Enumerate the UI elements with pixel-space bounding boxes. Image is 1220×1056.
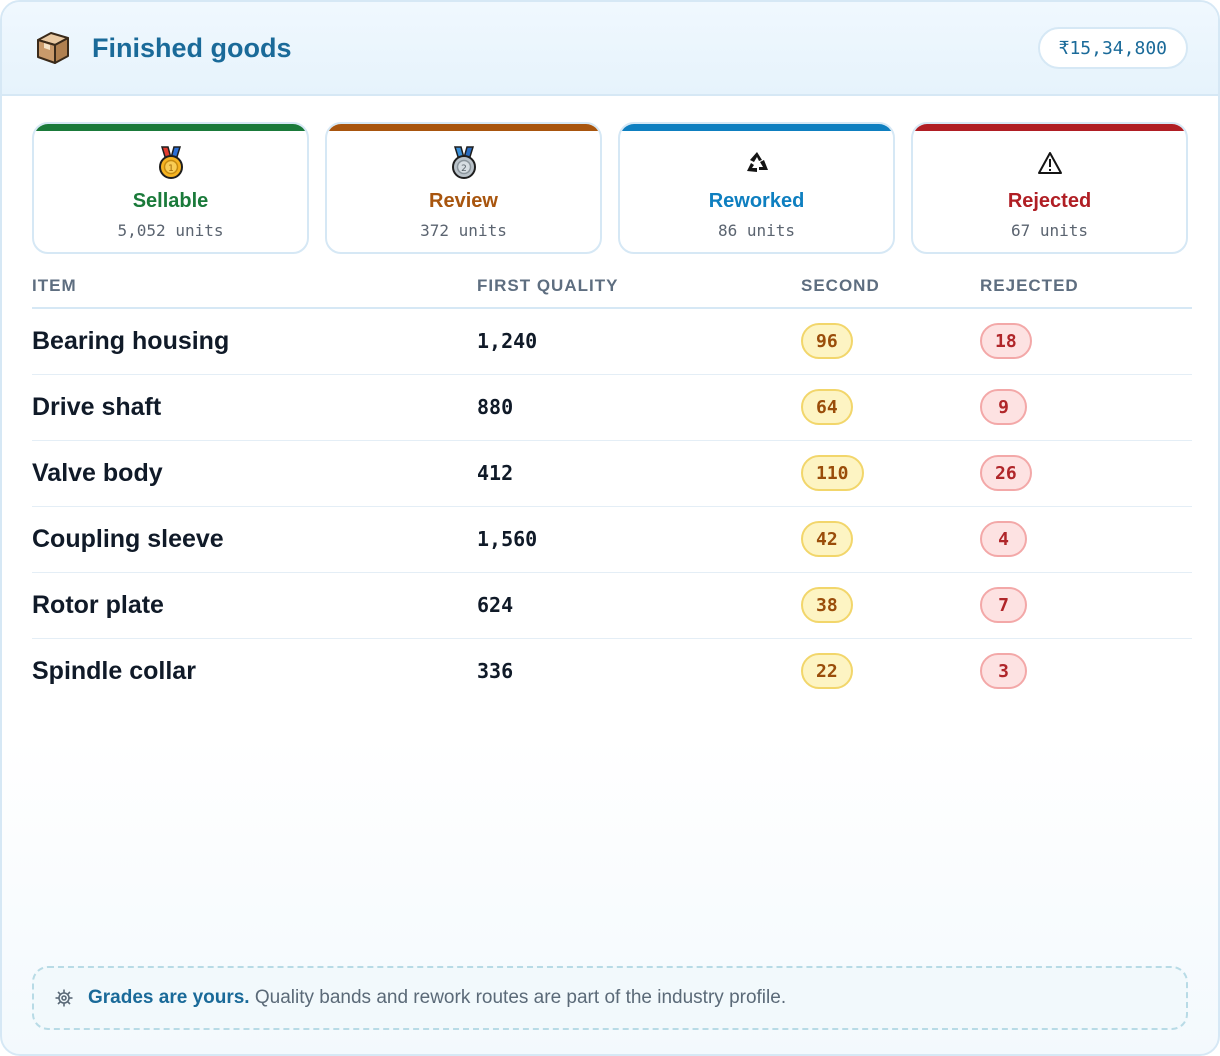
finished-goods-table: ITEM FIRST QUALITY SECOND REJECTED Beari…	[32, 264, 1192, 704]
first-quality-value: 1,240	[477, 329, 538, 354]
grade-label: Sellable	[132, 190, 209, 212]
first-quality-value: 880	[477, 395, 514, 419]
gear-icon	[55, 989, 73, 1007]
item-name: Coupling sleeve	[32, 524, 224, 553]
column-header-first-quality[interactable]: FIRST QUALITY	[477, 264, 801, 309]
rejected-badge: 26	[980, 455, 1032, 491]
panel-header: Finished goods ₹15,34,800	[2, 2, 1218, 96]
grade-label: Review	[429, 190, 498, 212]
column-header-second[interactable]: SECOND	[801, 264, 980, 309]
table-row[interactable]: Bearing housing 1,240 96 18	[32, 308, 1192, 375]
column-header-rejected[interactable]: REJECTED	[980, 264, 1192, 309]
title-wrap: Finished goods	[34, 29, 292, 67]
second-badge: 110	[801, 455, 864, 491]
first-quality-value: 336	[477, 659, 514, 684]
first-quality-value: 1,560	[477, 527, 538, 551]
note-strong: Grades are yours.	[88, 987, 250, 1008]
rejected-badge: 3	[980, 653, 1027, 690]
grade-units: 67 units	[1010, 221, 1089, 240]
table-row[interactable]: Drive shaft 880 64 9	[32, 374, 1192, 441]
package-icon	[37, 32, 69, 64]
grade-card-review[interactable]: 2 Review 372 units	[325, 122, 602, 254]
column-header-item[interactable]: ITEM	[32, 264, 477, 309]
grade-label: Reworked	[708, 190, 805, 212]
grade-cards: 1 Sellable 5,052 units 2 Review 372 unit…	[32, 122, 1188, 254]
grade-units: 372 units	[420, 221, 507, 240]
table-header-row: ITEM FIRST QUALITY SECOND REJECTED	[32, 264, 1192, 309]
second-badge: 64	[801, 389, 853, 425]
second-badge: 38	[801, 587, 853, 623]
svg-text:2: 2	[461, 164, 467, 174]
silver-medal-icon: 2	[451, 146, 476, 179]
second-badge: 96	[801, 323, 853, 360]
item-name: Rotor plate	[32, 590, 164, 619]
note-body: Quality bands and rework routes are part…	[249, 987, 787, 1008]
item-name: Drive shaft	[32, 392, 162, 421]
grade-label: Rejected	[1007, 190, 1092, 212]
rejected-badge: 7	[980, 587, 1027, 623]
first-quality-value: 412	[477, 461, 514, 485]
rejected-badge: 18	[980, 323, 1032, 360]
item-name: Bearing housing	[32, 326, 230, 355]
total-value-badge: ₹15,34,800	[1037, 27, 1188, 69]
table-row[interactable]: Valve body 412 110 26	[32, 440, 1192, 507]
rejected-badge: 9	[980, 389, 1027, 425]
second-badge: 22	[801, 653, 853, 690]
rejected-badge: 4	[980, 521, 1027, 557]
recycle-icon	[746, 152, 768, 172]
note-text: Grades are yours. Quality bands and rewo…	[88, 987, 786, 1009]
grades-info-note: Grades are yours. Quality bands and rewo…	[32, 966, 1188, 1030]
grade-card-sellable[interactable]: 1 Sellable 5,052 units	[32, 122, 309, 254]
table-row[interactable]: Spindle collar 336 22 3	[32, 638, 1192, 704]
warning-icon	[1037, 152, 1062, 174]
table-row[interactable]: Coupling sleeve 1,560 42 4	[32, 506, 1192, 573]
gold-medal-icon: 1	[158, 146, 183, 179]
page-title: Finished goods	[92, 32, 292, 63]
second-badge: 42	[801, 521, 853, 557]
item-name: Spindle collar	[32, 656, 196, 685]
item-name: Valve body	[32, 458, 163, 487]
grade-card-reworked[interactable]: Reworked 86 units	[618, 122, 895, 254]
grade-units: 86 units	[717, 221, 796, 240]
grade-units: 5,052 units	[117, 221, 224, 240]
grade-card-rejected[interactable]: Rejected 67 units	[911, 122, 1188, 254]
table-row[interactable]: Rotor plate 624 38 7	[32, 572, 1192, 639]
svg-text:1: 1	[168, 164, 174, 174]
first-quality-value: 624	[477, 593, 514, 617]
